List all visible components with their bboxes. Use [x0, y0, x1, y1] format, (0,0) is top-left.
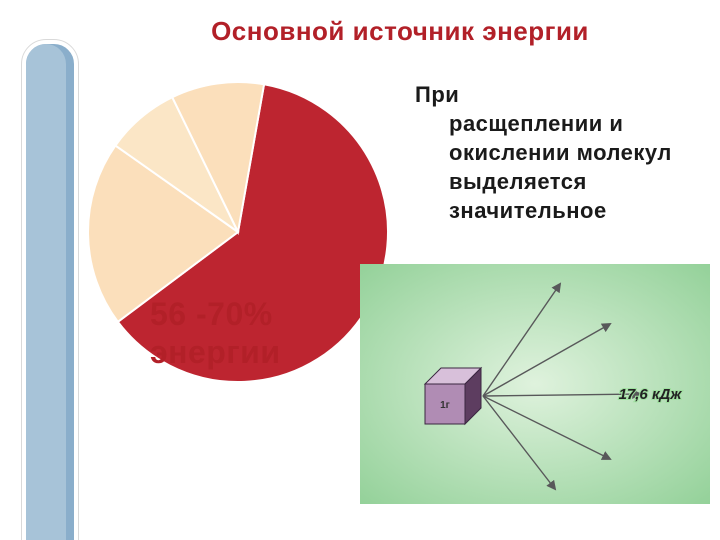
- energy-value: 17,6 кДж: [619, 386, 683, 403]
- page-title: Основной источник энергии: [100, 16, 700, 47]
- cube-icon: 1г: [425, 368, 481, 424]
- body-text-line1: При: [415, 82, 459, 107]
- energy-diagram: 1г 17,6 кДж: [360, 264, 710, 504]
- cube-label: 1г: [440, 400, 450, 411]
- left-band-inner: [26, 44, 66, 540]
- body-text: При расщеплении и окислении молекул выде…: [415, 80, 700, 225]
- slide: Основной источник энергии 56 -70% энерги…: [0, 0, 720, 540]
- energy-panel-bg: [360, 264, 710, 504]
- body-text-rest: расщеплении и окислении молекул выделяет…: [415, 109, 700, 225]
